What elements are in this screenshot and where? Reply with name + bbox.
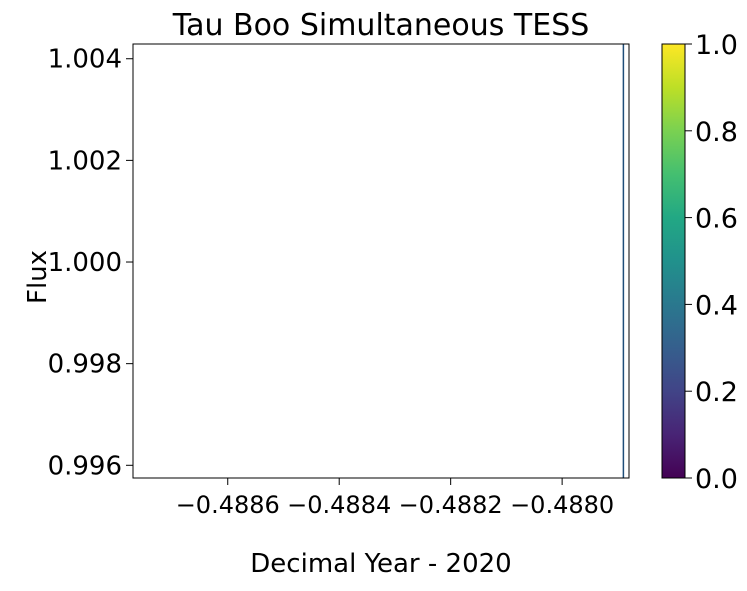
y-tick-label: 0.998 [48,350,122,380]
colorbar-tick-label: 0.0 [695,464,738,495]
x-tick-label: −0.4882 [399,491,503,519]
y-axis: 0.996 0.998 1.000 1.002 1.004 [48,45,133,481]
y-tick-label: 0.996 [48,451,122,481]
colorbar [661,43,686,479]
chart-title: Tau Boo Simultaneous TESS [172,8,590,43]
x-tick-label: −0.4886 [176,491,280,519]
colorbar-tick-label: 0.4 [695,290,738,321]
x-tick-label: −0.4880 [510,491,614,519]
y-tick-label: 1.004 [48,45,122,75]
colorbar-tick-label: 0.8 [695,117,738,148]
x-axis-label: Decimal Year - 2020 [250,549,511,579]
colorbar-tick-label: 0.6 [695,204,738,235]
x-tick-label: −0.4884 [287,491,391,519]
x-axis: −0.4886 −0.4884 −0.4882 −0.4880 [176,478,614,519]
plot-frame [132,43,630,479]
y-tick-label: 1.000 [48,248,122,278]
y-axis-label: Flux [23,250,53,304]
y-tick-label: 1.002 [48,146,122,176]
colorbar-axis: 0.0 0.2 0.4 0.6 0.8 1.0 [685,30,738,495]
colorbar-tick-label: 0.2 [695,377,738,408]
colorbar-tick-label: 1.0 [695,30,738,61]
